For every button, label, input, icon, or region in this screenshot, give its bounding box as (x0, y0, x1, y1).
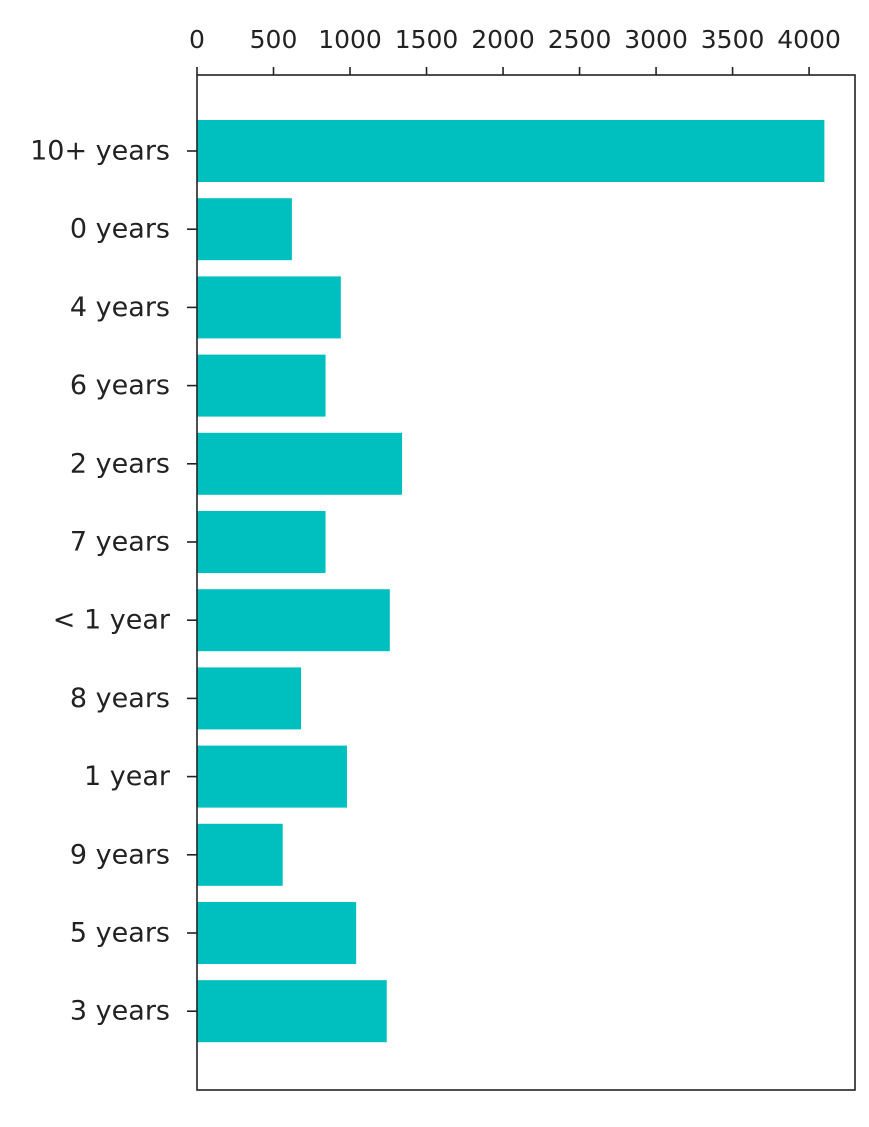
bar (197, 823, 283, 886)
y-tick-label: 4 years (70, 292, 170, 323)
y-tick-label: 7 years (70, 527, 170, 558)
y-tick-label: 1 year (84, 761, 171, 792)
y-tick-label: 8 years (70, 683, 170, 714)
bar (197, 120, 825, 182)
bar (197, 432, 403, 495)
x-tick-label: 0 (189, 25, 205, 54)
plot-frame (196, 74, 856, 1091)
bar (197, 980, 387, 1043)
bar (197, 902, 357, 964)
y-ticks-group: 10+ years 0 years 4 years 6 years 2 years 7 y… (30, 136, 197, 1027)
bar (197, 667, 302, 730)
bar (197, 589, 390, 652)
y-tick-label: < 1 year (53, 605, 171, 636)
x-tick-label: 3500 (701, 25, 765, 54)
bar (197, 276, 341, 339)
bar (197, 745, 347, 808)
bar (197, 511, 326, 573)
y-tick-label: 5 years (70, 918, 170, 949)
x-tick-label: 1000 (318, 25, 382, 54)
y-tick-label: 9 years (70, 839, 170, 870)
x-tick-label: 2500 (548, 25, 612, 54)
x-tick-label: 3000 (624, 25, 688, 54)
bar (197, 354, 326, 417)
y-tick-label: 10+ years (30, 136, 170, 167)
y-tick-label: 6 years (70, 370, 170, 401)
x-tick-label: 1500 (395, 25, 459, 54)
x-tick-label: 2000 (471, 25, 535, 54)
x-tick-label: 500 (250, 25, 298, 54)
y-tick-label: 3 years (70, 996, 170, 1027)
y-tick-label: 0 years (70, 214, 170, 245)
bar (197, 198, 292, 261)
bars-group (197, 120, 825, 1043)
x-tick-label: 4000 (777, 25, 841, 54)
x-ticks-group: 0 500 1000 1500 2000 2500 3000 3500 4000 (189, 25, 841, 75)
y-tick-label: 2 years (70, 448, 170, 479)
